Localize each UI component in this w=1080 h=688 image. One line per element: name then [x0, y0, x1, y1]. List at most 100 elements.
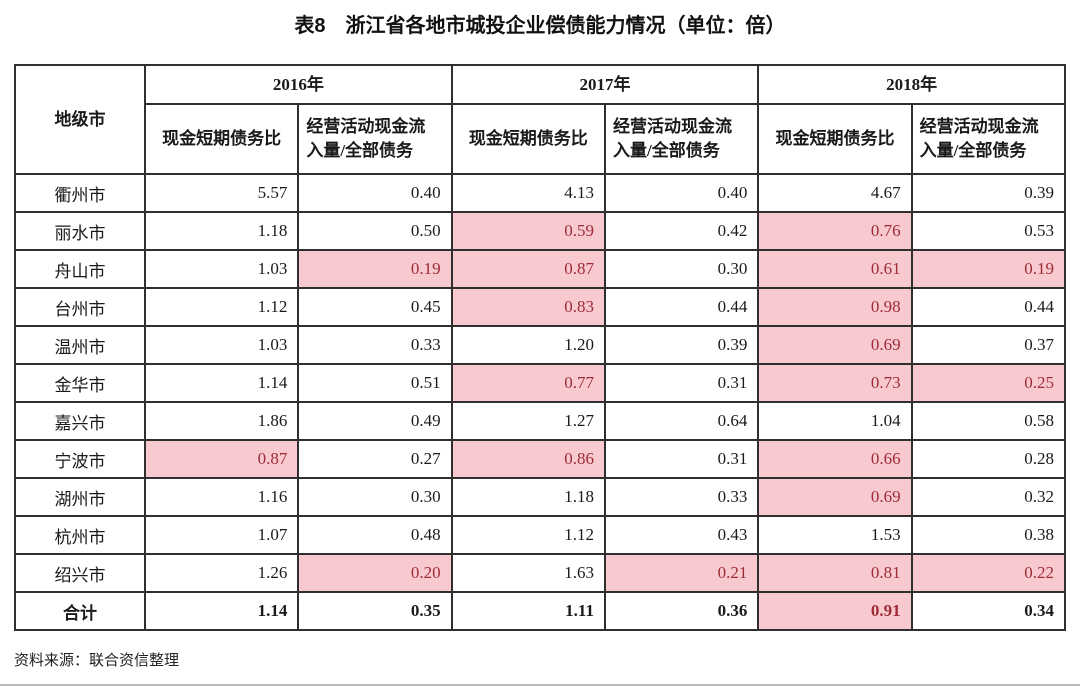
city-cell: 舟山市	[14, 249, 146, 289]
value-cell-highlighted: 0.66	[757, 439, 913, 479]
table-title: 表8 浙江省各地市城投企业偿债能力情况（单位：倍）	[294, 15, 786, 37]
value-cell: 1.12	[450, 515, 606, 555]
header-2017-cash-short-debt: 现金短期债务比	[450, 103, 606, 175]
value-cell: 0.48	[297, 515, 453, 555]
header-city: 地级市	[14, 64, 146, 175]
city-cell: 金华市	[14, 363, 146, 403]
header-2016-op-cashflow-debt: 经营活动现金流 入量/全部债务	[297, 103, 453, 175]
metric-header-row: 现金短期债务比 经营活动现金流 入量/全部债务 现金短期债务比 经营活动现金流 …	[15, 103, 1067, 175]
value-cell: 5.57	[143, 173, 300, 213]
header-2017-op-cashflow-debt: 经营活动现金流 入量/全部债务	[603, 103, 760, 175]
value-cell: 0.36	[603, 591, 760, 631]
table-row: 温州市 1.03 0.33 1.20 0.39 0.69 0.37	[14, 325, 1067, 365]
table-row: 绍兴市 1.26 0.20 1.63 0.21 0.81 0.22	[14, 553, 1067, 593]
value-cell: 0.31	[603, 363, 760, 403]
value-cell-highlighted: 0.61	[757, 249, 913, 289]
value-cell: 0.53	[910, 211, 1067, 251]
header-year-2018: 2018年	[757, 64, 1066, 105]
value-cell: 1.20	[450, 325, 606, 365]
value-cell-highlighted: 0.19	[910, 249, 1067, 289]
value-cell: 0.58	[910, 401, 1067, 441]
value-cell-highlighted: 0.77	[450, 363, 606, 403]
value-cell: 0.44	[603, 287, 760, 327]
value-cell: 0.38	[910, 515, 1067, 555]
value-cell: 0.32	[910, 477, 1067, 517]
value-cell: 1.86	[143, 401, 300, 441]
value-cell: 1.26	[143, 553, 300, 593]
value-cell: 0.40	[603, 173, 760, 213]
table-row: 金华市 1.14 0.51 0.77 0.31 0.73 0.25	[14, 363, 1067, 403]
value-cell-highlighted: 0.81	[757, 553, 913, 593]
value-cell: 1.63	[450, 553, 606, 593]
value-cell-highlighted: 0.19	[297, 249, 453, 289]
city-cell: 杭州市	[14, 515, 146, 555]
value-cell-highlighted: 0.73	[757, 363, 913, 403]
debt-capacity-table: 地级市 2016年 2017年 2018年 现金短期债务比 经营活动现金流 入量…	[14, 64, 1067, 631]
table-header: 地级市 2016年 2017年 2018年 现金短期债务比 经营活动现金流 入量…	[14, 64, 1067, 175]
value-cell-highlighted: 0.86	[450, 439, 606, 479]
value-cell: 1.12	[143, 287, 300, 327]
value-cell: 1.03	[143, 249, 300, 289]
header-2016-cash-short-debt: 现金短期债务比	[143, 103, 300, 175]
header-2018-cash-short-debt: 现金短期债务比	[757, 103, 913, 175]
value-cell-highlighted: 0.83	[450, 287, 606, 327]
value-cell: 0.40	[297, 173, 453, 213]
value-cell: 0.45	[297, 287, 453, 327]
table-row: 台州市 1.12 0.45 0.83 0.44 0.98 0.44	[14, 287, 1067, 327]
city-cell: 台州市	[14, 287, 146, 327]
table-row: 衢州市 5.57 0.40 4.13 0.40 4.67 0.39	[14, 173, 1067, 213]
value-cell: 0.34	[910, 591, 1067, 631]
source-note: 资料来源：联合资信整理	[14, 653, 180, 669]
value-cell-highlighted: 0.59	[450, 211, 606, 251]
value-cell-highlighted: 0.69	[757, 325, 913, 365]
value-cell: 0.49	[297, 401, 453, 441]
value-cell: 0.51	[297, 363, 453, 403]
value-cell: 0.33	[603, 477, 760, 517]
table-row: 杭州市 1.07 0.48 1.12 0.43 1.53 0.38	[14, 515, 1067, 555]
value-cell: 0.50	[297, 211, 453, 251]
value-cell-highlighted: 0.21	[603, 553, 760, 593]
city-cell: 嘉兴市	[14, 401, 146, 441]
value-cell: 4.67	[757, 173, 913, 213]
table-row: 舟山市 1.03 0.19 0.87 0.30 0.61 0.19	[14, 249, 1067, 289]
total-row: 合计 1.14 0.35 1.11 0.36 0.91 0.34	[14, 591, 1067, 631]
value-cell-highlighted: 0.87	[450, 249, 606, 289]
value-cell: 1.27	[450, 401, 606, 441]
year-header-row: 地级市 2016年 2017年 2018年	[14, 64, 1066, 175]
value-cell: 1.04	[757, 401, 913, 441]
value-cell-highlighted: 0.20	[297, 553, 453, 593]
city-cell: 衢州市	[14, 173, 146, 213]
bottom-divider	[0, 684, 1080, 686]
value-cell-highlighted: 0.87	[143, 439, 300, 479]
city-cell: 绍兴市	[14, 553, 146, 593]
value-cell: 1.03	[143, 325, 300, 365]
table-row: 宁波市 0.87 0.27 0.86 0.31 0.66 0.28	[14, 439, 1067, 479]
value-cell: 1.18	[450, 477, 606, 517]
value-cell: 1.11	[450, 591, 606, 631]
table-body: 衢州市 5.57 0.40 4.13 0.40 4.67 0.39 丽水市 1.18 0.50 0.…	[14, 173, 1067, 631]
header-year-2016: 2016年	[144, 64, 453, 105]
table-row: 嘉兴市 1.86 0.49 1.27 0.64 1.04 0.58	[14, 401, 1067, 441]
value-cell: 0.42	[603, 211, 760, 251]
value-cell: 0.35	[297, 591, 453, 631]
value-cell: 0.44	[910, 287, 1067, 327]
value-cell: 0.39	[910, 173, 1067, 213]
city-cell: 温州市	[14, 325, 146, 365]
value-cell: 0.28	[910, 439, 1067, 479]
value-cell-highlighted: 0.22	[910, 553, 1067, 593]
table-row: 湖州市 1.16 0.30 1.18 0.33 0.69 0.32	[14, 477, 1067, 517]
value-cell-highlighted: 0.98	[757, 287, 913, 327]
city-cell: 合计	[14, 591, 146, 631]
value-cell: 1.53	[757, 515, 913, 555]
value-cell: 4.13	[450, 173, 606, 213]
value-cell-highlighted: 0.76	[757, 211, 913, 251]
header-year-2017: 2017年	[450, 64, 760, 105]
value-cell: 0.30	[603, 249, 760, 289]
value-cell-highlighted: 0.91	[757, 591, 913, 631]
value-cell: 1.14	[143, 363, 300, 403]
value-cell: 0.31	[603, 439, 760, 479]
city-cell: 丽水市	[14, 211, 146, 251]
value-cell: 0.64	[603, 401, 760, 441]
header-2018-op-cashflow-debt: 经营活动现金流 入量/全部债务	[910, 103, 1067, 175]
value-cell: 1.18	[143, 211, 300, 251]
